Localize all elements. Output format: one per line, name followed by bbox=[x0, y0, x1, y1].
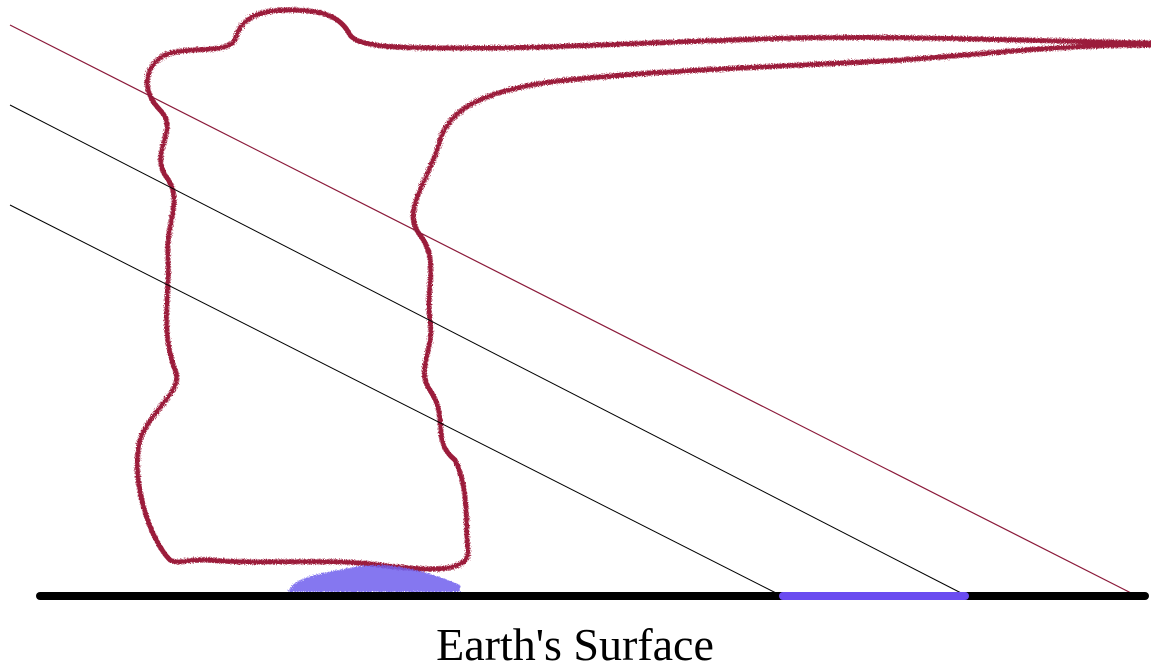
caption: Earth's Surface bbox=[436, 619, 714, 667]
rain-patch bbox=[288, 565, 460, 592]
sun-ray bbox=[9, 104, 966, 596]
sun-ray bbox=[9, 24, 1136, 596]
sun-ray bbox=[9, 204, 781, 596]
cloud-outline bbox=[134, 7, 1151, 572]
